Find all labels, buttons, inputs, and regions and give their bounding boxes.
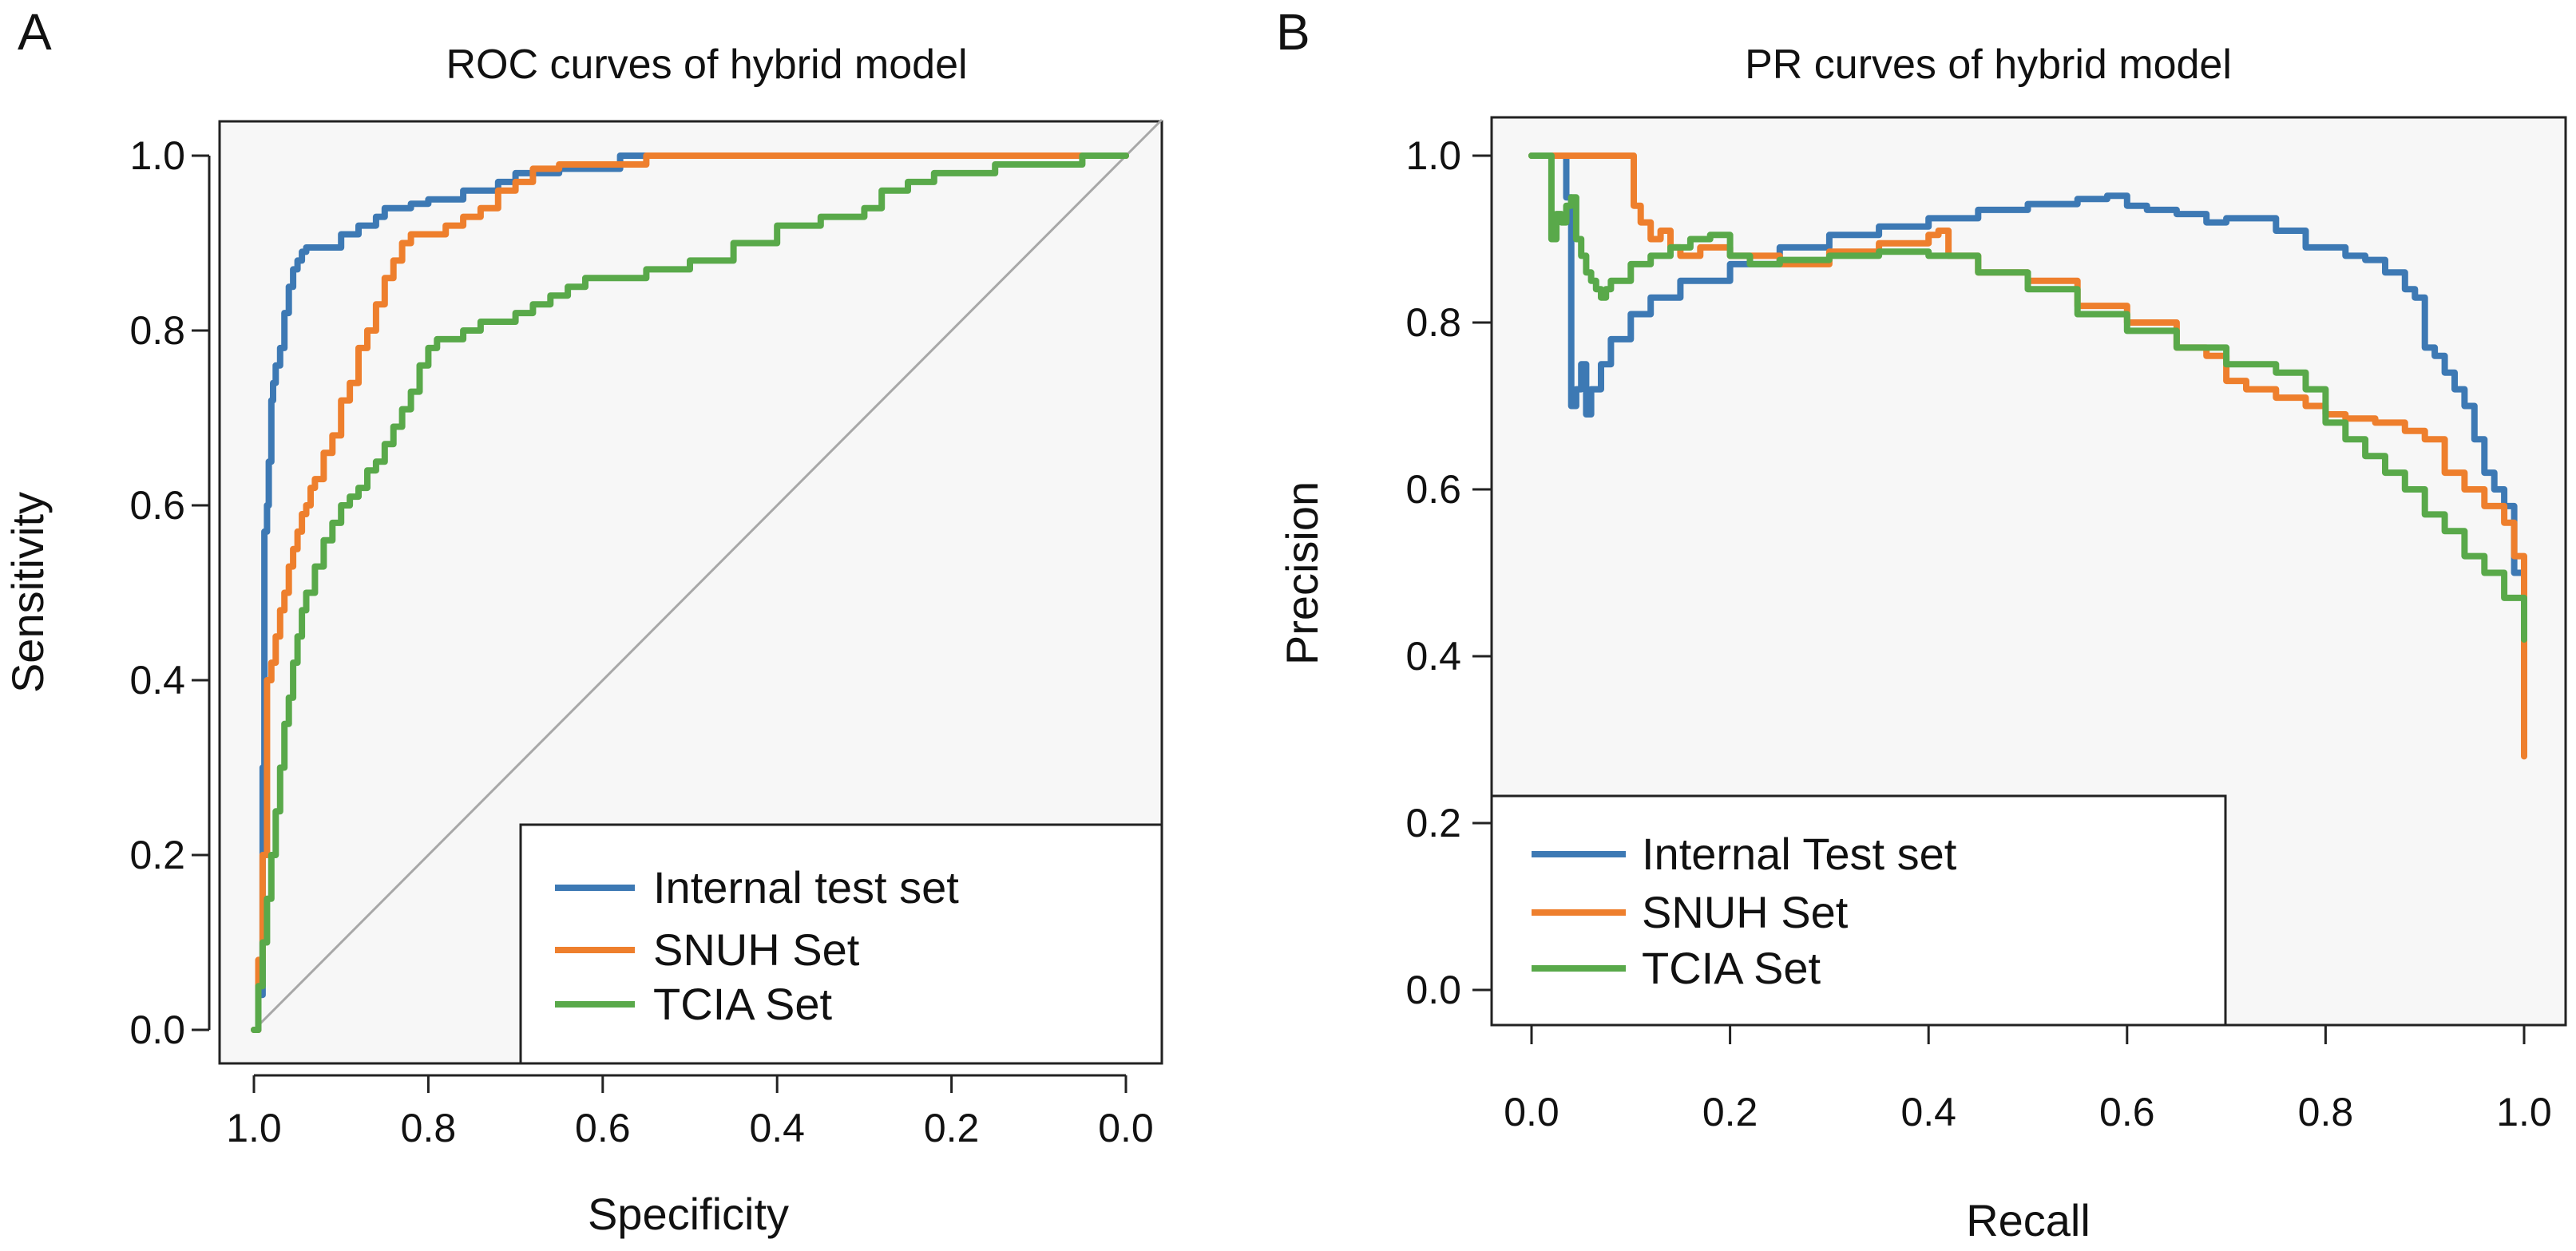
roc-y-axis-label: Sensitivity (2, 492, 53, 693)
roc-x-axis-label: Specificity (588, 1189, 789, 1239)
legend-label: SNUH Set (1642, 887, 1849, 937)
x-tick-label: 0.0 (1504, 1090, 1559, 1134)
reference-diagonal-line (252, 118, 1163, 1031)
roc-diagonal (252, 118, 1163, 1031)
pr-x-axis-label: Recall (1966, 1195, 2091, 1245)
legend-label: SNUH Set (653, 924, 860, 975)
roc-panel-label: A (18, 3, 52, 61)
roc-title: ROC curves of hybrid model (446, 42, 967, 88)
pr-y-axis-label: Precision (1277, 481, 1327, 665)
legend-box (519, 823, 1163, 1065)
y-tick-label: 0.4 (129, 658, 185, 703)
x-tick-label: 0.2 (924, 1106, 980, 1150)
pr-y-axis: 0.0 0.2 0.4 0.6 0.8 1.0 (1405, 133, 1493, 1012)
y-tick-label: 0.6 (129, 483, 185, 528)
series-line-3 (251, 152, 1129, 1033)
x-tick-label: 0.4 (749, 1106, 805, 1150)
y-tick-label: 0.8 (129, 308, 185, 353)
x-tick-label: 0.8 (401, 1106, 457, 1150)
y-tick-label: 0.2 (1405, 801, 1461, 845)
series-line-2 (251, 152, 1129, 1033)
roc-y-axis: 0.0 0.2 0.4 0.6 0.8 1.0 (129, 133, 211, 1052)
legend-label: Internal Test set (1642, 829, 1957, 879)
pr-x-axis: 0.0 0.2 0.4 0.6 0.8 1.0 (1504, 1023, 2552, 1134)
roc-series-layer (251, 152, 1129, 1033)
x-tick-label: 0.2 (1702, 1090, 1758, 1134)
pr-legend: Internal Test set SNUH Set TCIA Set (1490, 794, 2227, 1027)
pr-series-layer (1528, 152, 2527, 760)
legend-label: Internal test set (653, 862, 959, 913)
roc-panel: A ROC curves of hybrid model 1.0 0.8 0.6 0.… (2, 3, 1163, 1239)
x-tick-label: 0.6 (575, 1106, 631, 1150)
series-line-2 (1528, 152, 2527, 760)
roc-x-axis: 1.0 0.8 0.6 0.4 0.2 0.0 (226, 1074, 1154, 1150)
y-tick-label: 0.2 (129, 833, 185, 877)
y-tick-label: 0.6 (1405, 467, 1461, 512)
x-tick-label: 0.4 (1900, 1090, 1956, 1134)
legend-label: TCIA Set (1642, 943, 1821, 993)
y-tick-label: 0.0 (129, 1008, 185, 1052)
legend-label: TCIA Set (653, 979, 833, 1029)
y-tick-label: 0.4 (1405, 634, 1461, 679)
x-tick-label: 0.6 (2099, 1090, 2155, 1134)
y-tick-label: 1.0 (129, 133, 185, 178)
x-tick-label: 0.0 (1098, 1106, 1154, 1150)
y-tick-label: 0.0 (1405, 968, 1461, 1012)
pr-panel: B PR curves of hybrid model 0.0 0.2 0.4 0.6… (1276, 3, 2567, 1245)
y-tick-label: 1.0 (1405, 133, 1461, 178)
series-line-1 (251, 152, 1129, 1033)
pr-title: PR curves of hybrid model (1745, 42, 2232, 88)
series-line-3 (1528, 152, 2527, 643)
x-tick-label: 1.0 (226, 1106, 282, 1150)
x-tick-label: 1.0 (2496, 1090, 2552, 1134)
x-tick-label: 0.8 (2298, 1090, 2354, 1134)
series-line-1 (1528, 152, 2527, 593)
y-tick-label: 0.8 (1405, 300, 1461, 345)
pr-panel-label: B (1276, 3, 1310, 61)
